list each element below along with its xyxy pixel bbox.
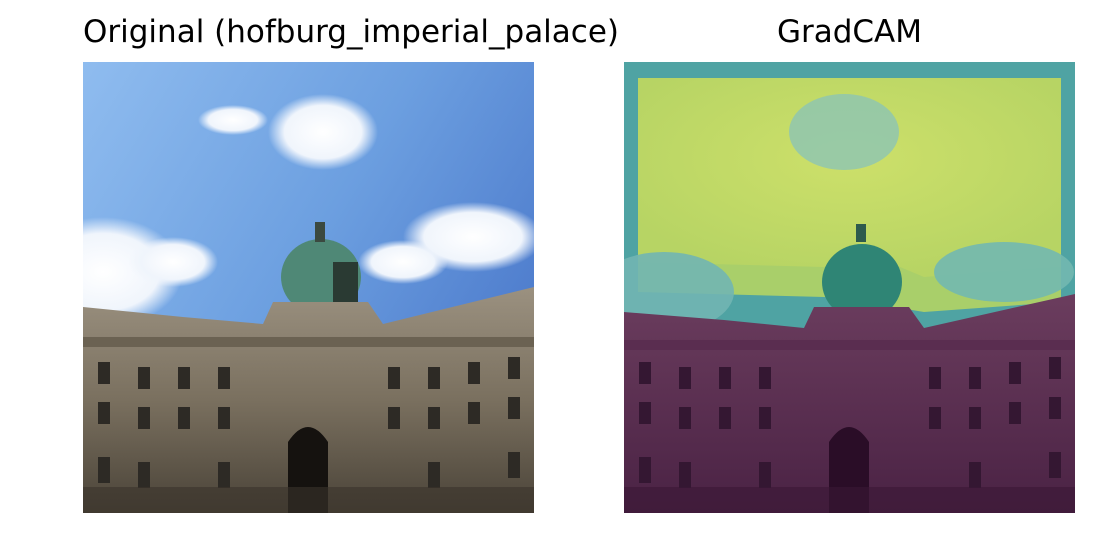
original-image [83,62,534,513]
original-title: Original (hofburg_imperial_palace) [83,14,620,50]
gradcam-title: GradCAM [776,14,923,50]
gradcam-image [624,62,1075,513]
